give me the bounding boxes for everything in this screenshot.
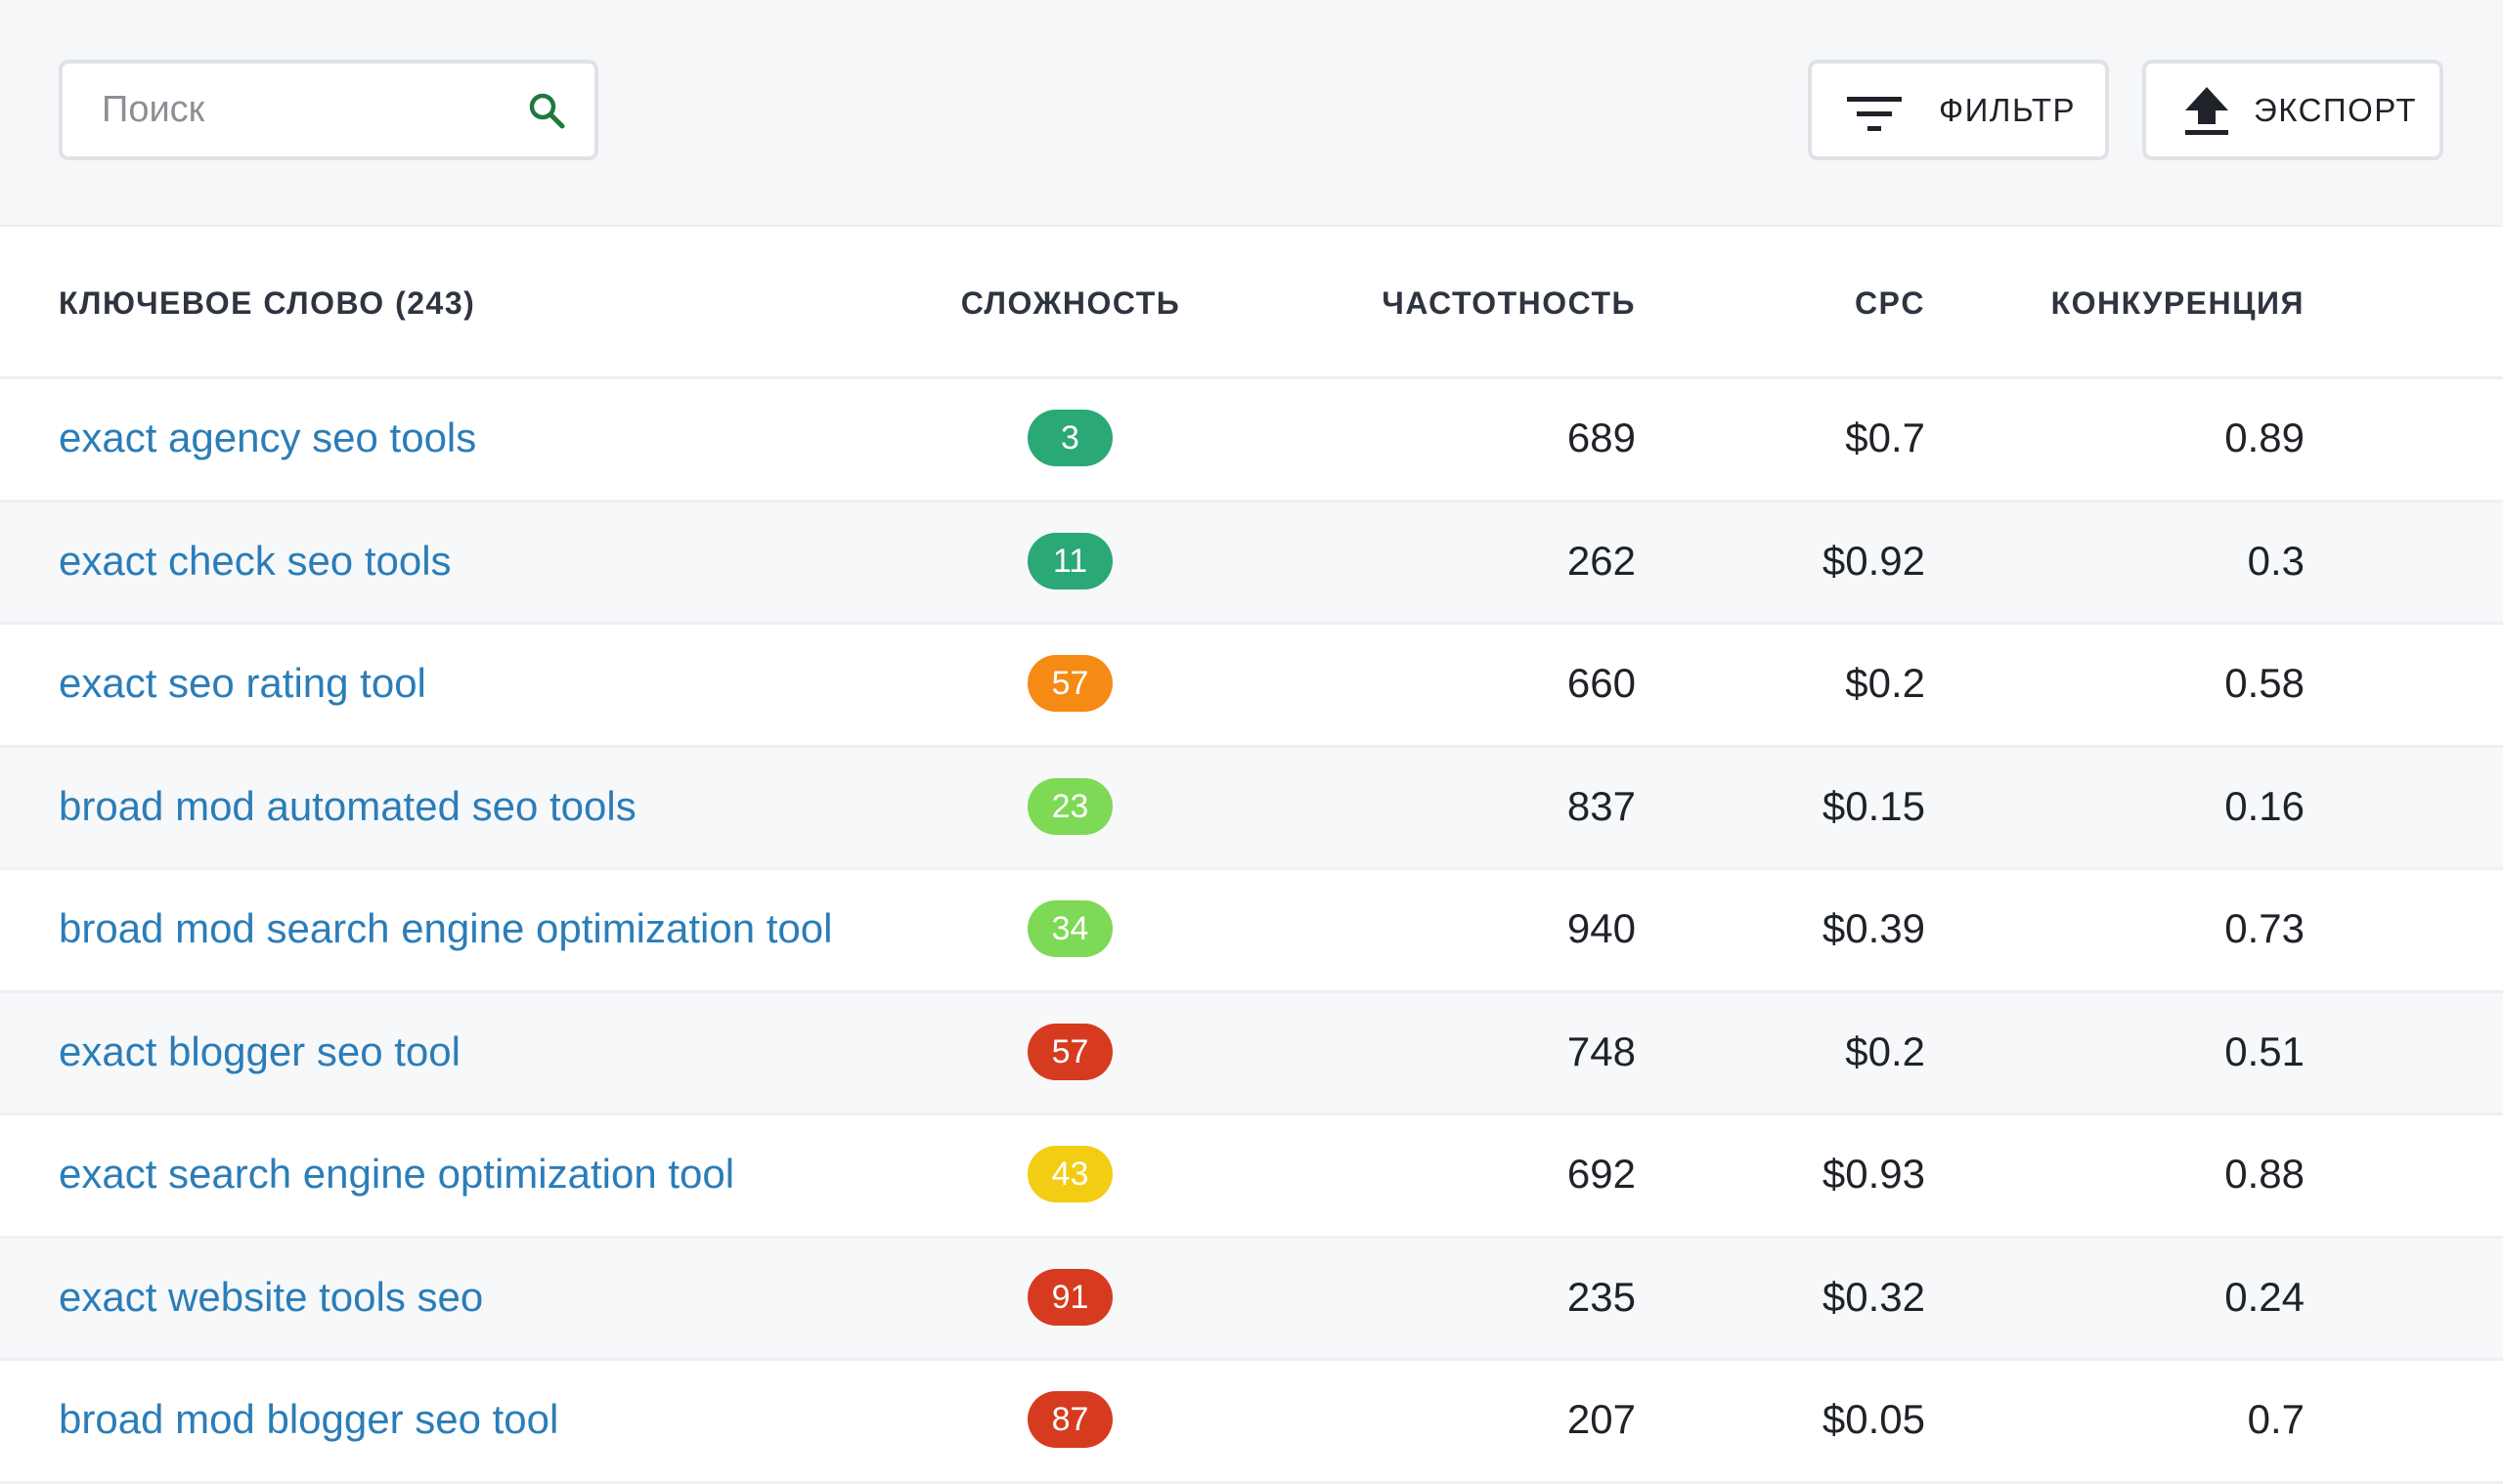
column-header-volume[interactable]: ЧАСТОТНОСТЬ — [1382, 285, 1636, 321]
table-row: broad mod blogger seo tool 87 207 $0.05 … — [0, 1361, 2503, 1484]
volume-value: 940 — [1566, 905, 1636, 951]
competition-value: 0.3 — [2247, 537, 2305, 584]
filter-button[interactable]: ФИЛЬТР — [1808, 60, 2109, 160]
column-header-difficulty[interactable]: СЛОЖНОСТЬ — [960, 285, 1181, 321]
export-button[interactable]: ЭКСПОРТ — [2142, 60, 2443, 160]
table-row: broad mod automated seo tools 23 837 $0.… — [0, 747, 2503, 870]
difficulty-badge: 23 — [1028, 777, 1113, 835]
keyword-link[interactable]: exact blogger seo tool — [59, 1027, 461, 1074]
volume-value: 262 — [1566, 537, 1636, 584]
competition-value: 0.16 — [2224, 782, 2305, 829]
toolbar: ФИЛЬТР ЭКСПОРТ — [0, 0, 2503, 227]
volume-value: 207 — [1566, 1396, 1636, 1442]
search-icon[interactable] — [528, 92, 565, 129]
table-row: exact search engine optimization tool 43… — [0, 1115, 2503, 1239]
difficulty-badge: 43 — [1028, 1146, 1113, 1202]
keyword-link[interactable]: broad mod blogger seo tool — [59, 1396, 559, 1442]
volume-value: 235 — [1566, 1273, 1636, 1320]
table-row: broad mod search engine optimization too… — [0, 870, 2503, 993]
difficulty-badge: 87 — [1028, 1391, 1113, 1448]
competition-value: 0.24 — [2224, 1273, 2305, 1320]
volume-value: 660 — [1566, 660, 1636, 706]
cpc-value: $0.7 — [1845, 415, 1925, 460]
cpc-value: $0.92 — [1822, 537, 1925, 584]
column-header-keyword[interactable]: КЛЮЧЕВОЕ СЛОВО (243) — [59, 285, 476, 321]
keyword-link[interactable]: exact agency seo tools — [59, 415, 477, 460]
keyword-link[interactable]: exact check seo tools — [59, 537, 452, 584]
keyword-link[interactable]: exact search engine optimization tool — [59, 1151, 735, 1197]
keyword-link[interactable]: broad mod search engine optimization too… — [59, 905, 833, 951]
cpc-value: $0.39 — [1822, 905, 1925, 951]
competition-value: 0.88 — [2224, 1151, 2305, 1197]
difficulty-badge: 3 — [1028, 410, 1113, 466]
competition-value: 0.7 — [2247, 1396, 2305, 1442]
keyword-link[interactable]: broad mod automated seo tools — [59, 782, 637, 829]
cpc-value: $0.2 — [1845, 1027, 1925, 1074]
competition-value: 0.73 — [2224, 905, 2305, 951]
filter-button-label: ФИЛЬТР — [1939, 92, 2076, 128]
filter-icon — [1847, 93, 1902, 136]
table-header: КЛЮЧЕВОЕ СЛОВО (243) СЛОЖНОСТЬ ЧАСТОТНОС… — [0, 227, 2503, 379]
difficulty-badge: 11 — [1028, 532, 1113, 589]
column-header-competition[interactable]: КОНКУРЕНЦИЯ — [2050, 285, 2305, 321]
table-row: exact agency seo tools 3 689 $0.7 0.89 — [0, 379, 2503, 502]
cpc-value: $0.32 — [1822, 1273, 1925, 1320]
difficulty-badge: 34 — [1028, 900, 1113, 957]
table-row: exact seo rating tool 57 660 $0.2 0.58 — [0, 625, 2503, 748]
competition-value: 0.58 — [2224, 660, 2305, 706]
cpc-value: $0.15 — [1822, 782, 1925, 829]
competition-value: 0.51 — [2224, 1027, 2305, 1074]
table-row: exact website tools seo 91 235 $0.32 0.2… — [0, 1238, 2503, 1361]
competition-value: 0.89 — [2224, 415, 2305, 460]
keyword-link[interactable]: exact seo rating tool — [59, 660, 426, 706]
cpc-value: $0.93 — [1822, 1151, 1925, 1197]
upload-icon — [2183, 87, 2238, 136]
cpc-value: $0.05 — [1822, 1396, 1925, 1442]
volume-value: 837 — [1566, 782, 1636, 829]
volume-value: 692 — [1566, 1151, 1636, 1197]
difficulty-badge: 91 — [1028, 1268, 1113, 1326]
export-button-label: ЭКСПОРТ — [2254, 92, 2417, 128]
cpc-value: $0.2 — [1845, 660, 1925, 706]
keywords-table: КЛЮЧЕВОЕ СЛОВО (243) СЛОЖНОСТЬ ЧАСТОТНОС… — [0, 227, 2503, 1484]
volume-value: 689 — [1566, 415, 1636, 460]
table-row: exact blogger seo tool 57 748 $0.2 0.51 — [0, 992, 2503, 1115]
table-row: exact check seo tools 11 262 $0.92 0.3 — [0, 502, 2503, 625]
difficulty-badge: 57 — [1028, 1023, 1113, 1080]
keyword-link[interactable]: exact website tools seo — [59, 1273, 484, 1320]
difficulty-badge: 57 — [1028, 655, 1113, 712]
search-input[interactable] — [102, 64, 512, 156]
search-box[interactable] — [59, 60, 598, 160]
column-header-cpc[interactable]: CPC — [1854, 285, 1925, 321]
volume-value: 748 — [1566, 1027, 1636, 1074]
